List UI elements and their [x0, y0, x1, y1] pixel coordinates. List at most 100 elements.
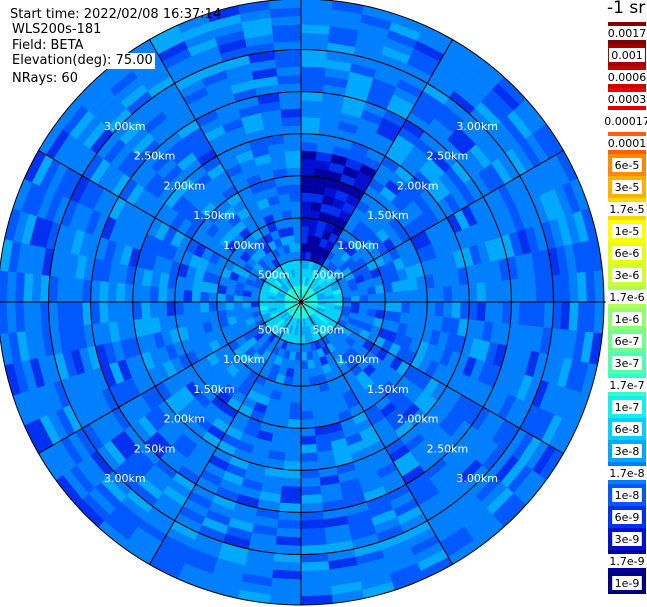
- range-bin: [526, 277, 537, 303]
- range-bin: [277, 74, 302, 85]
- range-bin: [281, 116, 302, 127]
- range-bin: [300, 469, 320, 479]
- range-bin: [233, 294, 243, 303]
- azimuth-spoke: [38, 301, 302, 454]
- azimuth-spokes: [0, 0, 612, 605]
- range-bin: [493, 301, 504, 324]
- range-bin: [278, 502, 302, 513]
- range-bin: [535, 301, 546, 328]
- colorbar-label: 3e-9: [615, 533, 640, 546]
- range-bin: [484, 281, 495, 303]
- range-bin: [434, 286, 445, 303]
- azimuth-spoke: [300, 301, 453, 565]
- colorbar-label-bg: [612, 334, 642, 348]
- range-bin: [384, 301, 394, 312]
- range-ring-label: 1.50km: [193, 209, 235, 222]
- range-bin: [476, 282, 487, 303]
- range-bin: [284, 444, 302, 454]
- range-bin: [98, 301, 109, 324]
- range-bin: [560, 301, 571, 331]
- colorbar-label: 1e-6: [615, 313, 640, 326]
- range-bin: [124, 283, 134, 303]
- range-bin: [300, 0, 333, 10]
- range-bin: [443, 285, 453, 303]
- range-bin: [300, 527, 326, 538]
- range-bin: [241, 301, 251, 309]
- range-bin: [166, 287, 176, 303]
- range-bin: [351, 295, 361, 303]
- range-bin: [300, 368, 310, 378]
- range-bin: [286, 427, 302, 437]
- range-bin: [157, 301, 168, 318]
- range-bin: [359, 294, 369, 303]
- range-ring-label: 500m: [313, 269, 345, 282]
- colorbar-label: 1e-5: [615, 225, 640, 238]
- start-time-text: Start time: 2022/02/08 16:37:14: [10, 7, 222, 22]
- range-ring-label: 2.50km: [134, 150, 176, 163]
- azimuth-spoke: [300, 39, 453, 303]
- range-ring-label: 3.00km: [104, 120, 146, 133]
- range-ring-label: 3.00km: [456, 472, 498, 485]
- range-bin: [300, 125, 320, 135]
- colorbar-label: 3e-6: [615, 269, 640, 282]
- range-bin: [468, 283, 478, 303]
- range-bin: [300, 150, 318, 160]
- range-bin: [115, 301, 126, 322]
- range-ring-label: 1.00km: [223, 239, 265, 252]
- range-bin: [288, 183, 302, 194]
- colorbar-label-bg: [612, 576, 642, 590]
- range-bin: [300, 477, 321, 488]
- range-bin: [409, 301, 420, 315]
- range-bin: [285, 435, 302, 446]
- colorbar-label-bg: [612, 224, 642, 238]
- colorbar-label: 1e-7: [615, 401, 640, 414]
- range-bin: [451, 301, 462, 319]
- range-bin: [468, 301, 478, 321]
- range-bin: [434, 301, 445, 318]
- colorbar-label: 1.7e-5: [609, 203, 644, 216]
- range-bin: [124, 301, 134, 321]
- range-bin: [292, 226, 302, 236]
- range-bin: [376, 292, 386, 303]
- range-bin: [199, 301, 210, 313]
- range-bin: [225, 308, 236, 318]
- range-bin: [278, 91, 302, 102]
- range-bin: [288, 410, 302, 421]
- colorbar-label-bg: [605, 466, 647, 480]
- range-bin: [300, 452, 318, 463]
- range-bin: [501, 279, 512, 303]
- range-bin: [300, 335, 306, 345]
- range-bin: [174, 288, 185, 303]
- range-bin: [300, 74, 325, 85]
- colorbar-label: 6e-5: [615, 159, 640, 172]
- range-bin: [493, 280, 504, 303]
- colorbar-label: 6e-9: [615, 511, 640, 524]
- range-bin: [225, 301, 235, 311]
- range-bin: [216, 301, 226, 312]
- range-bin: [149, 301, 159, 319]
- range-bin: [392, 291, 403, 303]
- elevation-text: Elevation(deg): 75.00: [12, 53, 155, 69]
- range-bin: [191, 301, 201, 314]
- range-bin: [417, 301, 428, 316]
- range-ring-label: 2.50km: [134, 442, 176, 455]
- range-ring-label: 500m: [313, 323, 345, 336]
- range-bin: [216, 292, 226, 303]
- colorbar-label: 0.001: [611, 49, 643, 62]
- range-bin: [300, 494, 323, 505]
- range-bin: [291, 217, 302, 227]
- range-bin: [157, 286, 168, 303]
- colorbar-label: 0.00017: [604, 115, 647, 128]
- range-bin: [90, 301, 101, 325]
- range-bin: [282, 125, 302, 135]
- range-bin: [279, 494, 302, 505]
- colorbar-label-bg: [612, 488, 642, 502]
- range-bin: [300, 209, 311, 219]
- range-bin: [300, 57, 327, 68]
- range-bin: [280, 485, 302, 496]
- range-bin: [291, 385, 302, 395]
- range-ring-labels: 500m 500m 500m 500m 1.00km 1.00km 1.00km 1.00km…: [104, 120, 498, 485]
- range-bin: [300, 418, 315, 429]
- range-bin: [526, 301, 537, 327]
- range-bin: [300, 32, 330, 43]
